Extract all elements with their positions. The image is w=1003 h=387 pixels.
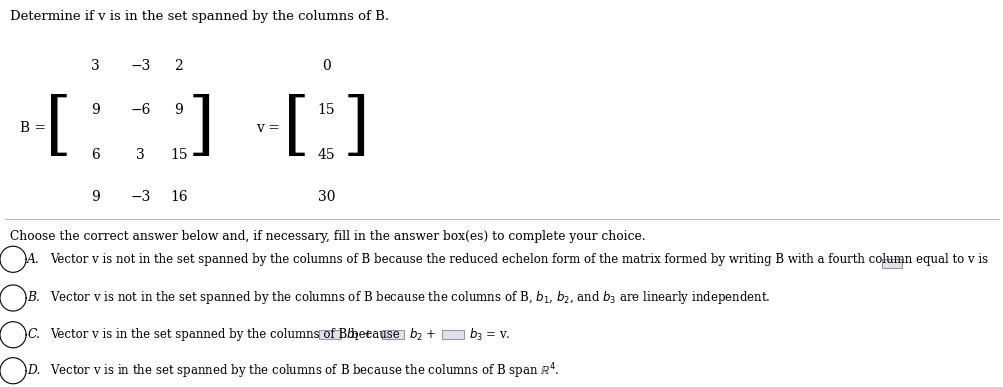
Text: C.: C.: [27, 328, 40, 341]
Text: v =: v =: [256, 121, 280, 135]
Text: 9: 9: [91, 103, 99, 117]
Text: −3: −3: [130, 190, 150, 204]
FancyBboxPatch shape: [319, 330, 341, 339]
Text: 15: 15: [317, 103, 335, 117]
Text: 30: 30: [317, 190, 335, 204]
FancyBboxPatch shape: [381, 330, 403, 339]
Text: Vector v is not in the set spanned by the columns of B because the columns of B,: Vector v is not in the set spanned by th…: [50, 289, 770, 307]
Text: Determine if v is in the set spanned by the columns of B.: Determine if v is in the set spanned by …: [10, 10, 389, 23]
Text: Vector v is in the set spanned by the columns of B because: Vector v is in the set spanned by the co…: [50, 328, 399, 341]
Text: $b_1$ +: $b_1$ +: [346, 327, 373, 343]
Text: [: [: [44, 94, 72, 161]
Text: 9: 9: [175, 103, 183, 117]
FancyBboxPatch shape: [881, 259, 901, 268]
Text: ]: ]: [342, 94, 370, 161]
Text: $b_3$ = v.: $b_3$ = v.: [468, 327, 510, 343]
Text: 2: 2: [175, 59, 183, 73]
Text: 15: 15: [170, 148, 188, 162]
Text: 3: 3: [91, 59, 99, 73]
Text: $b_2$ +: $b_2$ +: [408, 327, 435, 343]
Text: 45: 45: [317, 148, 335, 162]
Text: B.: B.: [27, 291, 40, 305]
Text: −3: −3: [130, 59, 150, 73]
Text: 16: 16: [170, 190, 188, 204]
Text: A.: A.: [27, 253, 40, 266]
Text: 3: 3: [136, 148, 144, 162]
Text: Choose the correct answer below and, if necessary, fill in the answer box(es) to: Choose the correct answer below and, if …: [10, 230, 645, 243]
Text: −6: −6: [130, 103, 150, 117]
Text: 9: 9: [91, 190, 99, 204]
Text: Vector v is in the set spanned by the columns of B because the columns of B span: Vector v is in the set spanned by the co…: [50, 361, 560, 380]
FancyBboxPatch shape: [441, 330, 463, 339]
Text: 0: 0: [322, 59, 330, 73]
Text: Vector v is not in the set spanned by the columns of B because the reduced echel: Vector v is not in the set spanned by th…: [50, 253, 987, 266]
Text: D.: D.: [27, 364, 40, 377]
Text: B =: B =: [20, 121, 46, 135]
Text: 6: 6: [91, 148, 99, 162]
Text: [: [: [282, 94, 310, 161]
Text: ]: ]: [187, 94, 215, 161]
